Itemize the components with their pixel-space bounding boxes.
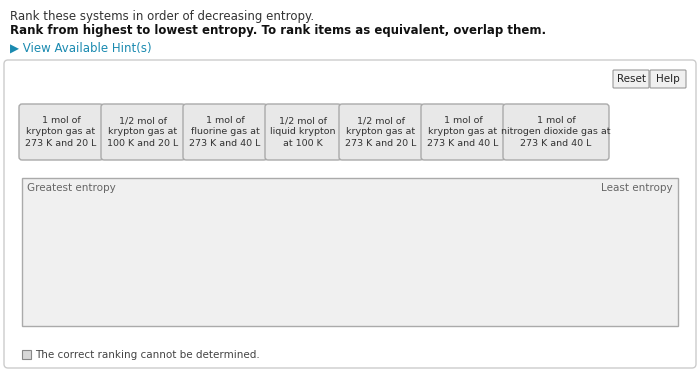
- FancyBboxPatch shape: [650, 70, 686, 88]
- Bar: [22, 350, 31, 359]
- Text: 1 mol of
krypton gas at
273 K and 40 L: 1 mol of krypton gas at 273 K and 40 L: [427, 116, 498, 148]
- FancyBboxPatch shape: [4, 60, 696, 368]
- Text: 1/2 mol of
liquid krypton
at 100 K: 1/2 mol of liquid krypton at 100 K: [270, 116, 336, 148]
- Text: Rank these systems in order of decreasing entropy.: Rank these systems in order of decreasin…: [10, 10, 314, 23]
- Text: Least entropy: Least entropy: [601, 183, 673, 193]
- FancyBboxPatch shape: [19, 104, 103, 160]
- FancyBboxPatch shape: [183, 104, 267, 160]
- Text: Rank from highest to lowest entropy. To rank items as equivalent, overlap them.: Rank from highest to lowest entropy. To …: [10, 24, 546, 37]
- FancyBboxPatch shape: [265, 104, 341, 160]
- Text: ▶ View Available Hint(s): ▶ View Available Hint(s): [10, 42, 152, 55]
- Text: Help: Help: [656, 74, 680, 84]
- FancyBboxPatch shape: [101, 104, 185, 160]
- Text: Reset: Reset: [617, 74, 645, 84]
- Text: 1 mol of
fluorine gas at
273 K and 40 L: 1 mol of fluorine gas at 273 K and 40 L: [189, 116, 260, 148]
- Text: The correct ranking cannot be determined.: The correct ranking cannot be determined…: [35, 349, 260, 360]
- Text: 1/2 mol of
krypton gas at
273 K and 20 L: 1/2 mol of krypton gas at 273 K and 20 L: [345, 116, 416, 148]
- Text: Greatest entropy: Greatest entropy: [27, 183, 116, 193]
- FancyBboxPatch shape: [339, 104, 423, 160]
- FancyBboxPatch shape: [613, 70, 649, 88]
- FancyBboxPatch shape: [22, 178, 678, 326]
- Text: 1 mol of
nitrogen dioxide gas at
273 K and 40 L: 1 mol of nitrogen dioxide gas at 273 K a…: [501, 116, 610, 148]
- FancyBboxPatch shape: [503, 104, 609, 160]
- FancyBboxPatch shape: [421, 104, 505, 160]
- Text: 1/2 mol of
krypton gas at
100 K and 20 L: 1/2 mol of krypton gas at 100 K and 20 L: [107, 116, 178, 148]
- Text: 1 mol of
krypton gas at
273 K and 20 L: 1 mol of krypton gas at 273 K and 20 L: [25, 116, 97, 148]
